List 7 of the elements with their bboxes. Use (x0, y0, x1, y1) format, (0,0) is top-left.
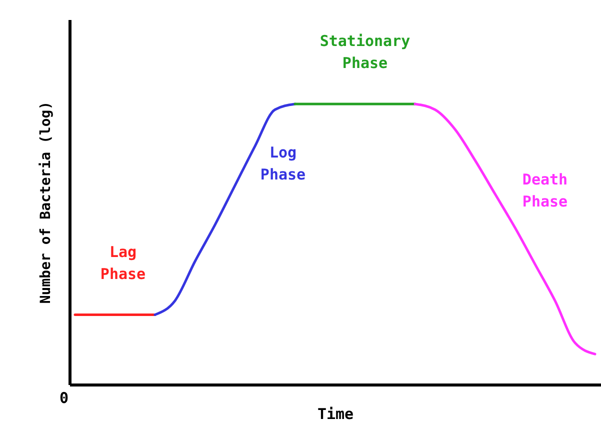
x-axis-title: Time (317, 405, 354, 423)
text: Stationary Phase (320, 32, 410, 72)
text: 0 (59, 389, 69, 407)
series-label: Death Phase (522, 170, 568, 211)
text: Lag Phase (100, 242, 146, 283)
y-axis-title: Number of Bacteria (log) (38, 101, 54, 304)
series-label: Log Phase (260, 143, 306, 184)
